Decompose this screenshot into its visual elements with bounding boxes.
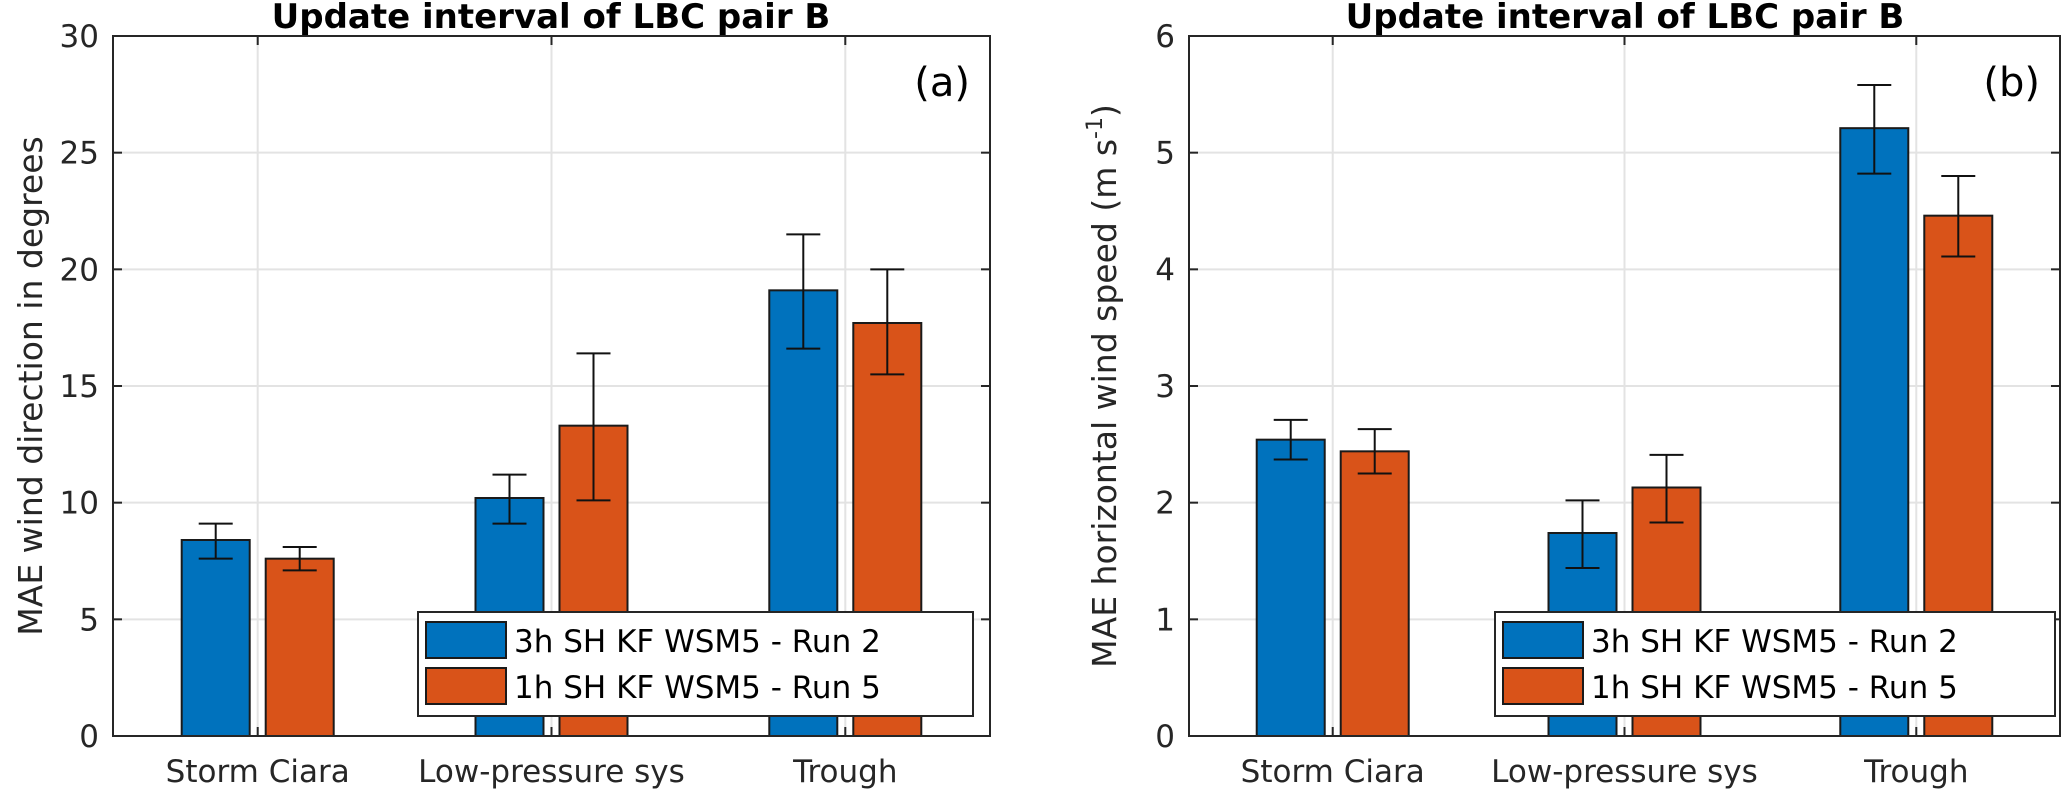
y-axis-label-text: MAE wind direction in degrees	[11, 136, 50, 635]
panel-label: (b)	[1983, 60, 2040, 106]
y-axis-label: MAE horizontal wind speed (m s-1)	[1083, 104, 1124, 668]
x-tick-label: Low-pressure sys	[1491, 754, 1758, 790]
y-tick-label: 15	[60, 369, 99, 405]
y-axis-label-end: )	[1085, 104, 1124, 117]
y-tick-label: 25	[60, 136, 99, 172]
legend-label: 1h SH KF WSM5 - Run 5	[514, 670, 881, 706]
bar-run2-0	[1255, 438, 1326, 737]
legend-label: 1h SH KF WSM5 - Run 5	[1591, 670, 1958, 706]
legend-label: 3h SH KF WSM5 - Run 2	[1591, 624, 1958, 660]
panel-label: (a)	[914, 60, 970, 106]
legend-box	[1494, 611, 2056, 717]
chart-panel-b: 0 1 2 3 4 5 6 Storm Ciara Low-pressure sys Trough…	[1083, 0, 2061, 790]
y-tick-label: 20	[60, 252, 99, 288]
y-tick-label: 4	[1155, 252, 1175, 288]
legend-box	[417, 611, 974, 717]
bar-run2-0	[180, 539, 251, 737]
legend-swatch-run2	[425, 621, 507, 659]
y-tick-label: 5	[1155, 136, 1175, 172]
x-tick-label: Storm Ciara	[1241, 754, 1425, 790]
y-tick-label: 0	[79, 719, 99, 755]
chart-panel-a: 0 5 10 15 20 25 30 Storm Ciara Low-pressure sys T…	[11, 0, 991, 790]
x-tick-label: Storm Ciara	[166, 754, 350, 790]
y-tick-label: 2	[1155, 486, 1175, 522]
y-tick-label: 0	[1155, 719, 1175, 755]
legend-swatch-run2	[1502, 621, 1584, 659]
y-axis-label-text: MAE horizontal wind speed (m s	[1085, 139, 1124, 668]
bar-run5-0	[1339, 450, 1410, 737]
x-tick-label: Trough	[792, 754, 897, 790]
y-tick-label: 5	[79, 602, 99, 638]
x-tick-label: Trough	[1863, 754, 1968, 790]
legend-label: 3h SH KF WSM5 - Run 2	[514, 624, 881, 660]
chart-title: Update interval of LBC pair B	[272, 0, 831, 37]
legend-swatch-run5	[425, 667, 507, 705]
y-axis-label: MAE wind direction in degrees	[11, 136, 50, 635]
y-tick-label: 10	[60, 486, 99, 522]
y-tick-label: 3	[1155, 369, 1175, 405]
y-tick-label: 30	[60, 19, 99, 55]
chart-title: Update interval of LBC pair B	[1346, 0, 1905, 37]
y-axis-label-superscript: -1	[1083, 117, 1108, 139]
bar-run5-0	[264, 557, 335, 738]
y-tick-label: 6	[1155, 19, 1175, 55]
x-tick-label: Low-pressure sys	[418, 754, 685, 790]
legend-swatch-run5	[1502, 667, 1584, 705]
legend: 3h SH KF WSM5 - Run 2 1h SH KF WSM5 - Run…	[417, 611, 974, 717]
legend: 3h SH KF WSM5 - Run 2 1h SH KF WSM5 - Run…	[1494, 611, 2056, 717]
y-tick-label: 1	[1155, 602, 1175, 638]
